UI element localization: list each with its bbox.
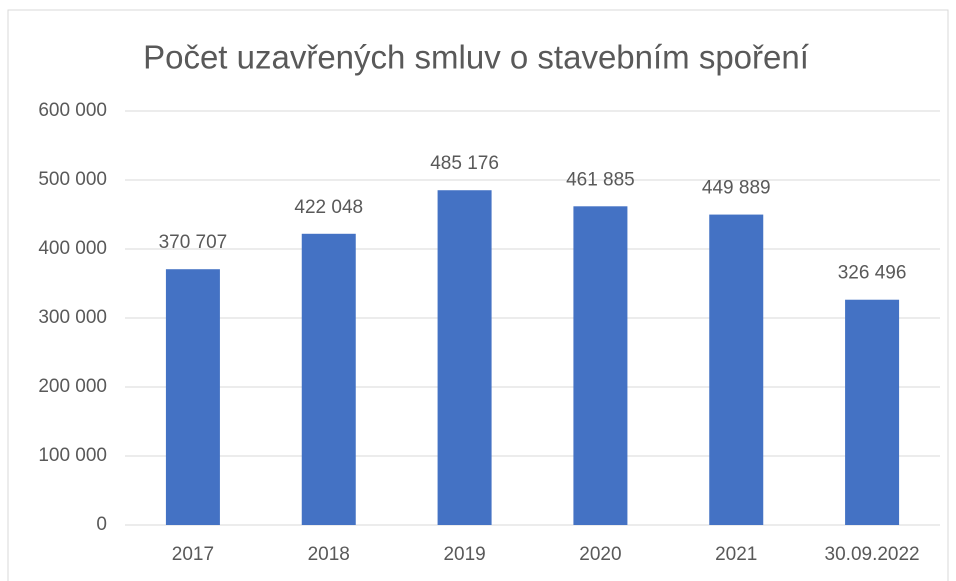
x-tick-label: 2017	[172, 544, 214, 565]
bar	[165, 269, 220, 525]
data-label: 422 048	[294, 197, 363, 218]
data-label: 370 707	[159, 232, 228, 253]
x-tick-label: 2020	[579, 544, 621, 565]
chart-title: Počet uzavřených smluv o stavebním spoře…	[143, 39, 809, 76]
x-tick-label: 2019	[443, 544, 485, 565]
x-tick-label: 2018	[308, 544, 350, 565]
bar	[437, 190, 492, 525]
data-label: 485 176	[430, 153, 499, 174]
data-label: 326 496	[838, 263, 907, 284]
bar	[573, 206, 628, 525]
y-tick-label: 400 000	[38, 238, 107, 259]
bar	[845, 299, 900, 525]
data-label: 461 885	[566, 169, 635, 190]
x-tick-label: 30.09.2022	[825, 544, 920, 565]
y-tick-label: 600 000	[38, 100, 107, 121]
x-tick-label: 2021	[715, 544, 757, 565]
y-tick-label: 500 000	[38, 169, 107, 190]
y-tick-label: 200 000	[38, 376, 107, 397]
bar	[301, 233, 356, 526]
bar	[709, 214, 764, 525]
data-label: 449 889	[702, 178, 771, 199]
y-tick-label: 0	[96, 514, 107, 535]
y-tick-label: 100 000	[38, 445, 107, 466]
y-tick-label: 300 000	[38, 307, 107, 328]
